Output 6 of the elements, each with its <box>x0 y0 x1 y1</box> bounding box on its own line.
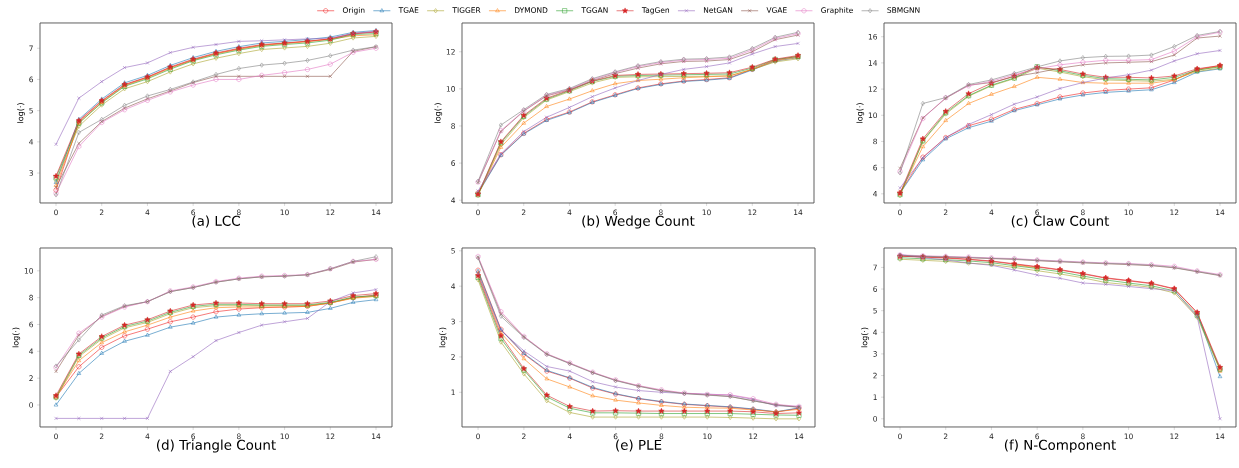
text: (e) PLE <box>616 439 662 452</box>
text: (d) Triangle Count <box>157 439 276 453</box>
text: (a) LCC <box>192 215 240 228</box>
text: (f) N-Component <box>1004 439 1116 453</box>
text: (b) Wedge Count <box>582 215 695 229</box>
text: (c) Claw Count <box>1011 215 1110 228</box>
